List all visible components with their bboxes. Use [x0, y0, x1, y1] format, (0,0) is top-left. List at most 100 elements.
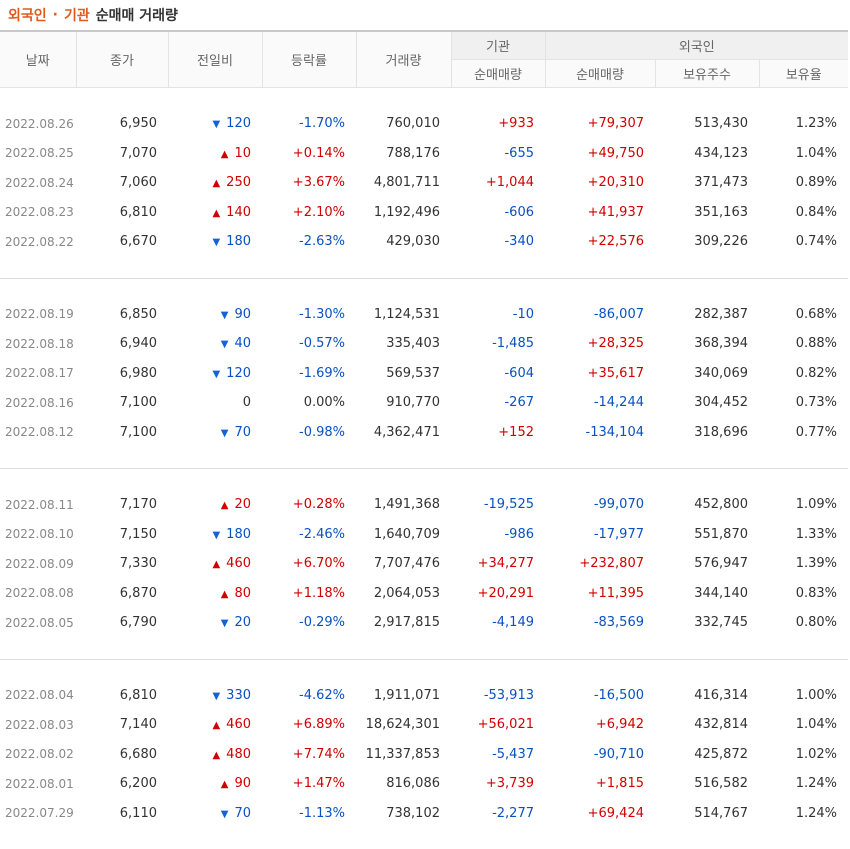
foreign-ratio-cell: 0.88%: [759, 329, 848, 359]
foreign-hold-cell: 340,069: [655, 359, 759, 389]
change-cell: ▲460: [168, 710, 262, 740]
rate-cell: -2.63%: [262, 227, 356, 257]
foreign-hold-cell: 318,696: [655, 418, 759, 448]
foreign-hold-cell: 576,947: [655, 549, 759, 579]
foreign-net-cell: +28,325: [545, 329, 655, 359]
change-value: 20: [234, 615, 251, 630]
change-cell: ▲460: [168, 549, 262, 579]
foreign-ratio-cell: 1.39%: [759, 549, 848, 579]
inst-net-cell: -2,277: [451, 799, 545, 829]
volume-cell: 18,624,301: [356, 710, 451, 740]
inst-net-cell: -10: [451, 300, 545, 330]
foreign-ratio-cell: 1.04%: [759, 710, 848, 740]
change-cell: ▼180: [168, 520, 262, 550]
date-cell: 2022.08.16: [0, 388, 76, 418]
change-value: 70: [234, 425, 251, 440]
foreign-hold-cell: 309,226: [655, 227, 759, 257]
date-cell: 2022.08.24: [0, 168, 76, 198]
foreign-ratio-cell: 1.00%: [759, 681, 848, 711]
close-cell: 6,870: [76, 579, 168, 609]
title-label: 순매매 거래량: [96, 5, 178, 25]
close-cell: 7,100: [76, 388, 168, 418]
date-cell: 2022.08.18: [0, 329, 76, 359]
foreign-ratio-cell: 0.83%: [759, 579, 848, 609]
rate-cell: -0.98%: [262, 418, 356, 448]
foreign-ratio-cell: 0.68%: [759, 300, 848, 330]
foreign-net-cell: +11,395: [545, 579, 655, 609]
volume-cell: 335,403: [356, 329, 451, 359]
group-spacer: [0, 279, 848, 300]
col-group-institution: 기관: [451, 31, 545, 60]
volume-cell: 1,640,709: [356, 520, 451, 550]
close-cell: 6,850: [76, 300, 168, 330]
col-foreign-ratio: 보유율: [759, 60, 848, 88]
change-value: 140: [226, 205, 251, 220]
rate-cell: +6.89%: [262, 710, 356, 740]
close-cell: 7,070: [76, 139, 168, 169]
close-cell: 6,670: [76, 227, 168, 257]
inst-net-cell: +20,291: [451, 579, 545, 609]
change-value: 120: [226, 116, 251, 131]
rate-cell: +1.47%: [262, 769, 356, 799]
inst-net-cell: -655: [451, 139, 545, 169]
col-change: 전일비: [168, 31, 262, 88]
foreign-net-cell: +35,617: [545, 359, 655, 389]
foreign-hold-cell: 368,394: [655, 329, 759, 359]
title-foreign-tab[interactable]: 외국인: [8, 5, 47, 25]
inst-net-cell: -53,913: [451, 681, 545, 711]
volume-cell: 788,176: [356, 139, 451, 169]
foreign-ratio-cell: 0.74%: [759, 227, 848, 257]
date-cell: 2022.08.10: [0, 520, 76, 550]
change-cell: ▼120: [168, 109, 262, 139]
close-cell: 6,810: [76, 198, 168, 228]
date-cell: 2022.08.01: [0, 769, 76, 799]
change-value: 250: [226, 175, 251, 190]
change-cell: ▲20: [168, 490, 262, 520]
up-arrow-icon: ▲: [212, 208, 220, 219]
rate-cell: +1.18%: [262, 579, 356, 609]
down-arrow-icon: ▼: [212, 530, 220, 541]
change-cell: ▼70: [168, 418, 262, 448]
group-spacer: [0, 88, 848, 110]
foreign-hold-cell: 416,314: [655, 681, 759, 711]
foreign-net-cell: +22,576: [545, 227, 655, 257]
col-foreign-hold: 보유주수: [655, 60, 759, 88]
col-inst-net: 순매매량: [451, 60, 545, 88]
rate-cell: -0.57%: [262, 329, 356, 359]
foreign-net-cell: +20,310: [545, 168, 655, 198]
close-cell: 6,940: [76, 329, 168, 359]
change-cell: ▼40: [168, 329, 262, 359]
volume-cell: 738,102: [356, 799, 451, 829]
close-cell: 7,140: [76, 710, 168, 740]
inst-net-cell: +152: [451, 418, 545, 448]
change-value: 90: [234, 776, 251, 791]
col-date: 날짜: [0, 31, 76, 88]
inst-net-cell: +3,739: [451, 769, 545, 799]
up-arrow-icon: ▲: [221, 779, 229, 790]
volume-cell: 7,707,476: [356, 549, 451, 579]
foreign-ratio-cell: 1.33%: [759, 520, 848, 550]
foreign-ratio-cell: 1.04%: [759, 139, 848, 169]
change-cell: ▲80: [168, 579, 262, 609]
rate-cell: -1.30%: [262, 300, 356, 330]
foreign-ratio-cell: 1.24%: [759, 799, 848, 829]
inst-net-cell: -1,485: [451, 329, 545, 359]
change-value: 80: [234, 586, 251, 601]
inst-net-cell: -606: [451, 198, 545, 228]
change-cell: 0: [168, 388, 262, 418]
volume-cell: 569,537: [356, 359, 451, 389]
title-institution-tab[interactable]: 기관: [64, 5, 90, 25]
rate-cell: -2.46%: [262, 520, 356, 550]
down-arrow-icon: ▼: [221, 339, 229, 350]
change-value: 10: [234, 146, 251, 161]
